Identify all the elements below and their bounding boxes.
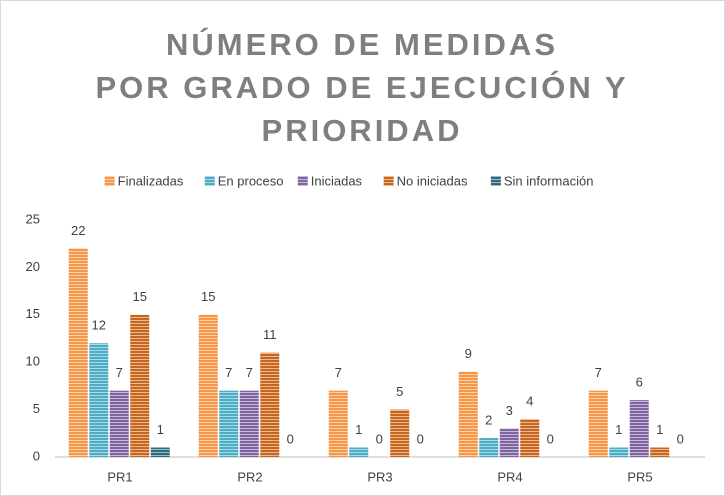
data-label: 0 bbox=[376, 431, 383, 446]
data-label: 12 bbox=[92, 318, 106, 333]
data-label: 0 bbox=[287, 431, 294, 446]
y-tick-label: 10 bbox=[26, 354, 40, 369]
legend-label: Finalizadas bbox=[118, 173, 184, 188]
y-tick-label: 0 bbox=[33, 448, 40, 463]
bar bbox=[609, 447, 629, 457]
y-tick-label: 5 bbox=[33, 401, 40, 416]
bar bbox=[390, 409, 410, 457]
y-tick-label: 20 bbox=[26, 259, 40, 274]
legend-swatch bbox=[383, 176, 394, 186]
y-tick-label: 15 bbox=[26, 306, 40, 321]
data-label: 4 bbox=[526, 394, 533, 409]
data-label: 0 bbox=[547, 431, 554, 446]
bar bbox=[239, 390, 259, 457]
data-label: 9 bbox=[465, 346, 472, 361]
data-label: 7 bbox=[116, 365, 123, 380]
legend-label: No iniciadas bbox=[397, 173, 468, 188]
chart-title: PRIORIDAD bbox=[262, 113, 463, 148]
legend-label: Iniciadas bbox=[311, 173, 363, 188]
bar bbox=[479, 438, 499, 457]
y-tick-label: 25 bbox=[26, 211, 40, 226]
bar bbox=[328, 390, 348, 457]
data-label: 6 bbox=[636, 375, 643, 390]
bar bbox=[219, 390, 239, 457]
bar bbox=[499, 428, 519, 457]
chart-title: NÚMERO DE MEDIDAS bbox=[166, 26, 558, 62]
bar bbox=[198, 314, 218, 457]
legend-swatch bbox=[104, 176, 115, 186]
data-label: 5 bbox=[396, 384, 403, 399]
bar bbox=[650, 447, 670, 457]
bar bbox=[458, 371, 478, 457]
data-label: 1 bbox=[615, 422, 622, 437]
data-label: 15 bbox=[201, 289, 215, 304]
data-label: 22 bbox=[71, 223, 85, 238]
legend-label: En proceso bbox=[218, 173, 284, 188]
bar bbox=[130, 314, 150, 457]
legend-label: Sin información bbox=[504, 173, 594, 188]
data-label: 0 bbox=[417, 431, 424, 446]
data-label: 1 bbox=[157, 422, 164, 437]
data-label: 0 bbox=[677, 431, 684, 446]
bar bbox=[260, 352, 280, 457]
x-tick-label: PR2 bbox=[237, 469, 262, 484]
data-label: 11 bbox=[263, 327, 277, 342]
bar bbox=[89, 343, 109, 457]
bar bbox=[109, 390, 129, 457]
bar bbox=[349, 447, 369, 457]
bar bbox=[520, 419, 540, 457]
x-tick-label: PR1 bbox=[107, 469, 132, 484]
data-label: 3 bbox=[506, 403, 513, 418]
x-tick-label: PR4 bbox=[497, 469, 522, 484]
legend-swatch bbox=[490, 176, 501, 186]
data-label: 7 bbox=[335, 365, 342, 380]
data-label: 7 bbox=[246, 365, 253, 380]
data-label: 7 bbox=[225, 365, 232, 380]
bar bbox=[150, 447, 170, 457]
data-label: 7 bbox=[595, 365, 602, 380]
legend-swatch bbox=[204, 176, 215, 186]
data-label: 2 bbox=[485, 412, 492, 427]
bar bbox=[588, 390, 608, 457]
data-label: 1 bbox=[656, 422, 663, 437]
x-tick-label: PR3 bbox=[367, 469, 392, 484]
chart-title: POR GRADO DE EJECUCIÓN Y bbox=[95, 69, 628, 105]
data-label: 15 bbox=[133, 289, 147, 304]
bar bbox=[68, 248, 88, 457]
x-tick-label: PR5 bbox=[627, 469, 652, 484]
bar bbox=[629, 400, 649, 457]
data-label: 1 bbox=[355, 422, 362, 437]
legend-swatch bbox=[297, 176, 308, 186]
